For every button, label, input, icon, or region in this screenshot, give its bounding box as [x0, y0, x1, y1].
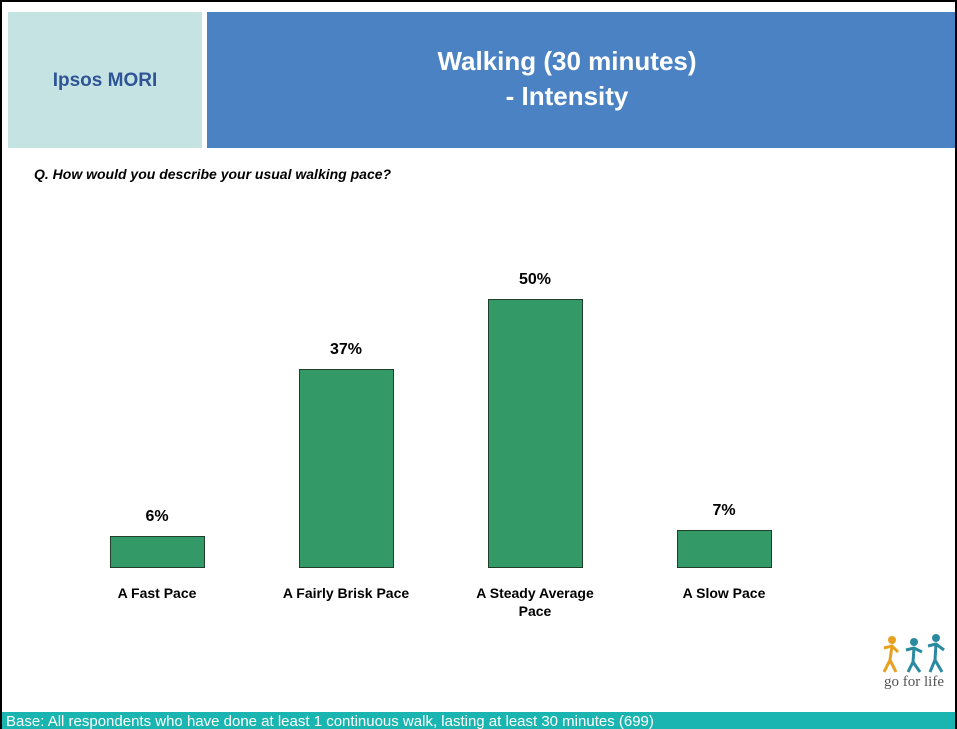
bar [487, 299, 583, 568]
value-label: 50% [518, 271, 552, 288]
bar [109, 535, 205, 568]
category-label: A Slow Pace [682, 585, 766, 601]
title: Walking (30 minutes) [437, 46, 697, 76]
footer: Base: All respondents who have done at l… [2, 712, 955, 729]
category-label: A Steady Average Pace [476, 585, 594, 619]
logo-text: go for life [884, 674, 944, 690]
category-label: A Fairly Brisk Pace [282, 585, 410, 601]
value-label: 6% [145, 507, 169, 525]
title-box: Walking (30 minutes) - Intensity [207, 12, 955, 148]
logo-figures [882, 634, 945, 673]
value-label: 37% [329, 340, 363, 358]
bar [676, 530, 772, 568]
question: Q. How would you describe your usual wal… [34, 166, 392, 182]
category-label: A Fast Pace [117, 585, 197, 601]
value-label: 7% [712, 502, 736, 520]
brand-box: Ipsos MORI [8, 12, 202, 148]
brand: Ipsos MORI [52, 70, 158, 91]
title: - Intensity [505, 81, 629, 111]
bar [298, 368, 394, 568]
